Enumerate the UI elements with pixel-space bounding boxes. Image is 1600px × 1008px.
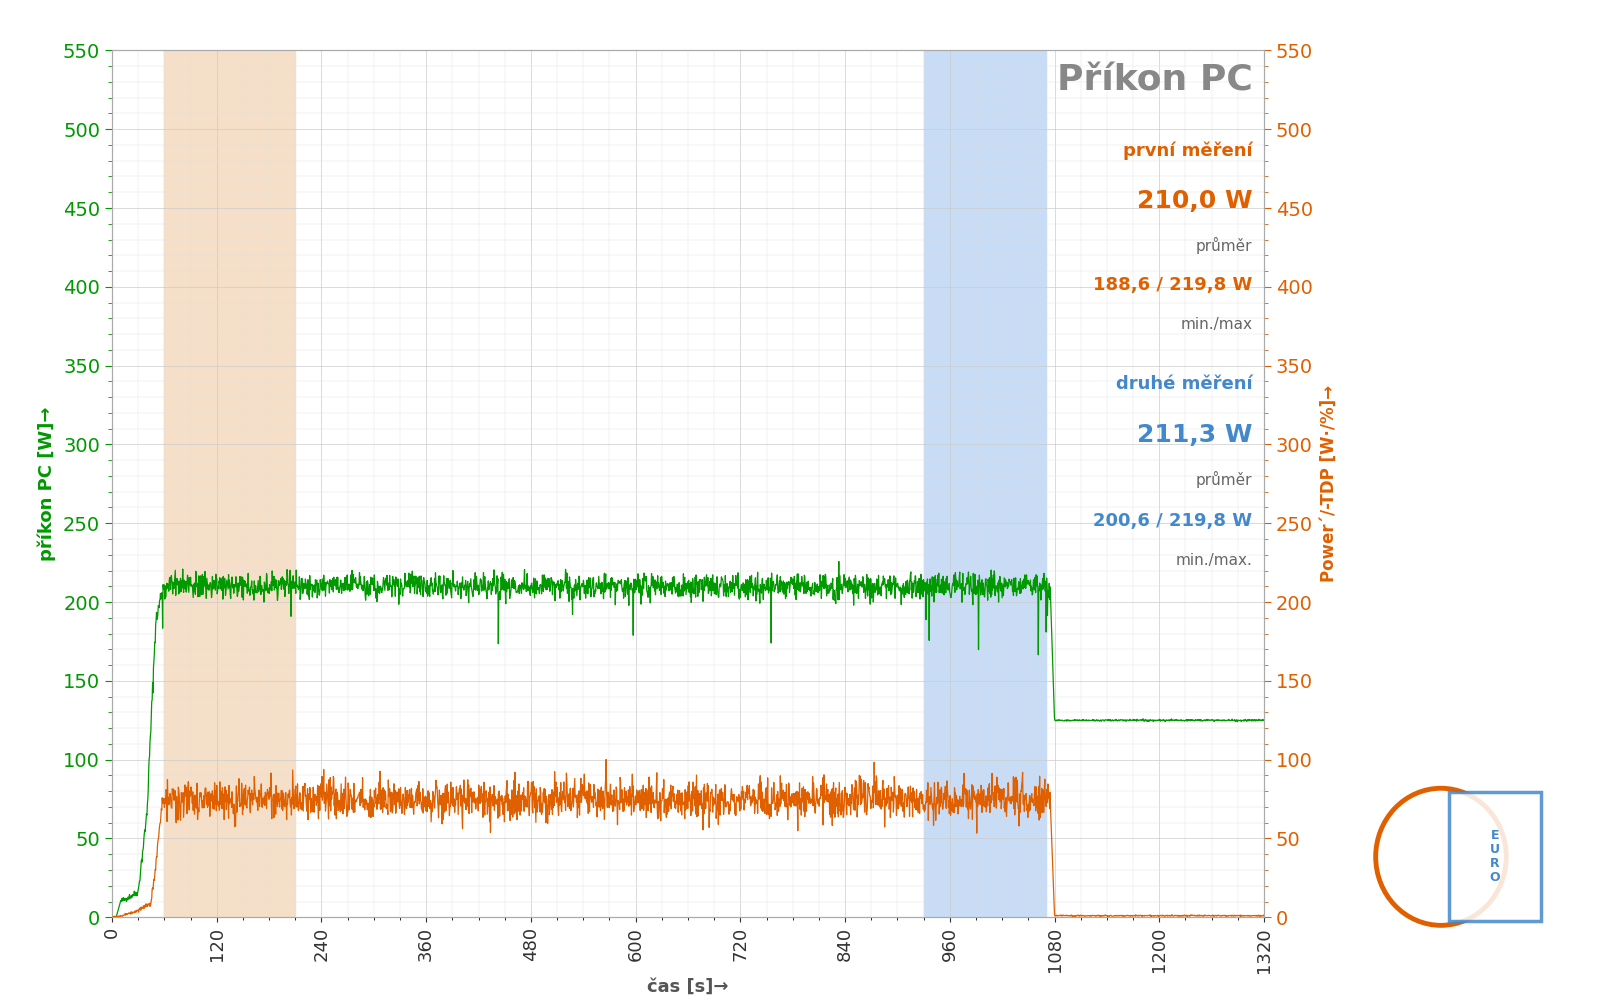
Text: průměr: průměr [1195, 237, 1253, 254]
Text: 210,0 W: 210,0 W [1138, 190, 1253, 213]
Bar [165, 50, 296, 917]
X-axis label: čas [s]→: čas [s]→ [648, 978, 728, 996]
Text: první měření: první měření [1123, 141, 1253, 160]
Text: 211,3 W: 211,3 W [1138, 423, 1253, 448]
Text: min./max.: min./max. [1176, 553, 1253, 569]
Text: druhé měření: druhé měření [1115, 376, 1253, 393]
Y-axis label: Power´/-TDP [W·/%]→: Power´/-TDP [W·/%]→ [1320, 385, 1338, 583]
Text: E
U
R
O: E U R O [1490, 830, 1501, 884]
Text: Příkon PC: Příkon PC [1056, 64, 1253, 98]
Text: min./max: min./max [1181, 318, 1253, 333]
Bar [923, 50, 1046, 917]
Y-axis label: příkon PC [W]→: příkon PC [W]→ [37, 406, 56, 561]
Text: 188,6 / 219,8 W: 188,6 / 219,8 W [1093, 276, 1253, 293]
Text: průměr: průměr [1195, 471, 1253, 488]
Text: 200,6 / 219,8 W: 200,6 / 219,8 W [1093, 512, 1253, 529]
FancyBboxPatch shape [1448, 792, 1541, 921]
